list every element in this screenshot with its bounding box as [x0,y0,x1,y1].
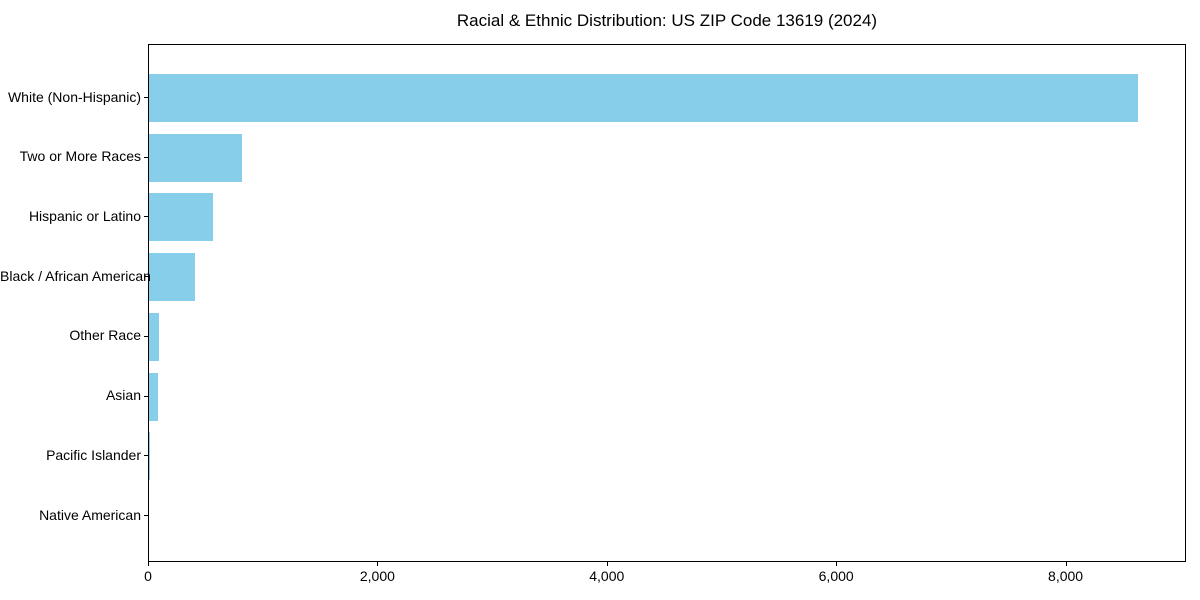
y-tick-label: Pacific Islander [46,446,141,463]
x-tick [148,562,149,566]
bar [149,74,1138,122]
y-tick [144,335,148,337]
bar [149,432,151,481]
y-tick-label: Other Race [69,327,141,344]
y-tick [144,216,148,218]
x-tick-label: 0 [144,568,152,584]
y-tick [144,395,148,397]
x-tick-label: 6,000 [818,568,854,584]
x-tick [836,562,838,566]
bar [149,372,158,421]
x-tick-label: 8,000 [1048,568,1084,584]
x-tick-label: 2,000 [359,568,395,584]
y-tick-label: White (Non-Hispanic) [7,88,141,105]
y-tick-label: Asian [105,387,141,404]
bar [149,193,214,242]
plot-area [148,44,1186,562]
y-tick-label: Hispanic or Latino [28,207,141,224]
x-tick [606,562,608,566]
y-tick [144,515,148,516]
y-tick [144,97,148,98]
y-tick [144,156,148,158]
x-tick [377,562,379,566]
x-tick-label: 4,000 [589,568,625,584]
chart-title: Racial & Ethnic Distribution: US ZIP Cod… [456,11,878,30]
bar [149,312,160,361]
y-tick-label: Two or More Races [19,148,141,165]
bar [149,253,195,302]
bar [149,133,242,182]
y-tick-label: Black / African American [0,267,151,284]
x-tick [1065,562,1067,566]
y-tick [144,455,148,457]
y-tick [144,276,148,278]
y-tick-label: Native American [39,506,141,523]
